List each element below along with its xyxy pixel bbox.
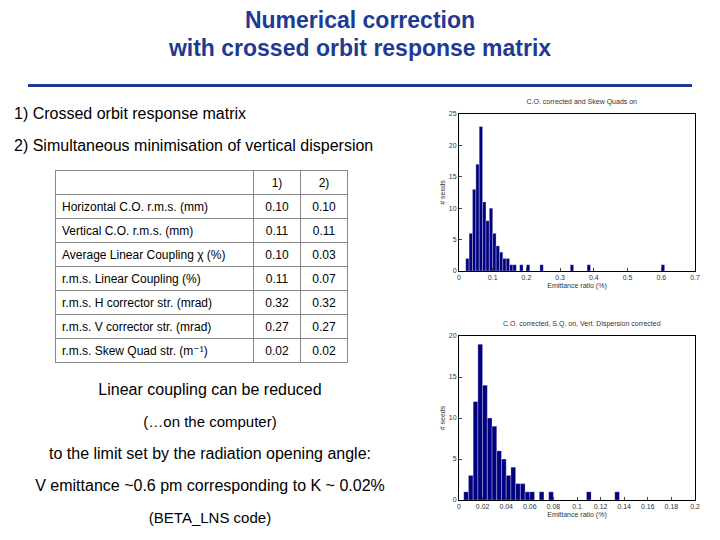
svg-text:5: 5 [453, 236, 457, 243]
svg-text:0: 0 [457, 503, 461, 510]
svg-text:0.2: 0.2 [690, 503, 700, 510]
svg-text:0.08: 0.08 [547, 503, 561, 510]
svg-text:Emittance ratio (%): Emittance ratio (%) [547, 511, 607, 519]
html-text:0.03: 0.03 [312, 247, 336, 262]
html-text:Average Linear Coupling χ (%): Average Linear Coupling χ (%) [62, 247, 226, 262]
html-text:0.11: 0.11 [312, 223, 336, 238]
svg-text:0: 0 [457, 274, 461, 281]
svg-text:0.7: 0.7 [690, 274, 700, 281]
svg-text:0.5: 0.5 [623, 274, 633, 281]
html-text:Horizontal C.O. r.m.s. (mm): Horizontal C.O. r.m.s. (mm) [62, 199, 208, 214]
html-text:r.m.s. V corrector str. (mrad): r.m.s. V corrector str. (mrad) [62, 319, 212, 334]
svg-text:0.6: 0.6 [656, 274, 666, 281]
html-text:Linear coupling can be reduced: Linear coupling can be reduced [98, 381, 322, 398]
html-text:V emittance ~0.6 pm correspond: V emittance ~0.6 pm corresponding to K ~… [35, 477, 385, 494]
html-text:Vertical C.O. r.m.s. (mm): Vertical C.O. r.m.s. (mm) [62, 223, 194, 238]
svg-text:0.2: 0.2 [522, 274, 532, 281]
html-text:with crossed orbit response ma: with crossed orbit response matrix [168, 35, 552, 61]
svg-text:0: 0 [453, 496, 457, 503]
html-text:(…on the computer): (…on the computer) [143, 413, 277, 430]
html-text:1): 1) [271, 175, 283, 190]
html-text:0.02: 0.02 [265, 343, 289, 358]
html-text:r.m.s. H corrector str. (mrad): r.m.s. H corrector str. (mrad) [62, 295, 212, 310]
html-text:0.02: 0.02 [312, 343, 336, 358]
html-text:Numerical correction: Numerical correction [245, 7, 475, 33]
html-text:2) Simultaneous minimisation o: 2) Simultaneous minimisation of vertical… [14, 137, 374, 154]
svg-text:0.12: 0.12 [594, 503, 608, 510]
svg-text:15: 15 [449, 173, 457, 180]
svg-text:# seeds: # seeds [439, 180, 446, 205]
html-text:(BETA_LNS code): (BETA_LNS code) [148, 509, 272, 526]
html-text:0.07: 0.07 [312, 271, 336, 286]
html-text:0.27: 0.27 [265, 319, 289, 334]
svg-text:0.06: 0.06 [523, 503, 537, 510]
html-text:0.32: 0.32 [265, 295, 289, 310]
svg-text:20: 20 [449, 142, 457, 149]
svg-text:C.O. corrected, S.Q. on, Vert.: C.O. corrected, S.Q. on, Vert. Dispersio… [503, 320, 661, 328]
svg-text:10: 10 [449, 414, 457, 421]
html-text:0.11: 0.11 [265, 271, 289, 286]
html-text:r.m.s. Linear Coupling (%): r.m.s. Linear Coupling (%) [62, 271, 201, 286]
html-text:to the limit set by the radiat: to the limit set by the radiation openin… [49, 445, 371, 462]
html-text:r.m.s. Skew Quad str. (m⁻¹): r.m.s. Skew Quad str. (m⁻¹) [62, 343, 208, 358]
html-text:0.10: 0.10 [312, 199, 336, 214]
html-text:2): 2) [318, 175, 330, 190]
svg-text:0.1: 0.1 [488, 274, 498, 281]
svg-text:Emittance ratio (%): Emittance ratio (%) [547, 282, 607, 290]
svg-text:0.4: 0.4 [589, 274, 599, 281]
svg-text:# seeds: # seeds [439, 405, 446, 430]
svg-text:0.04: 0.04 [499, 503, 513, 510]
svg-text:0.14: 0.14 [617, 503, 631, 510]
svg-text:5: 5 [453, 455, 457, 462]
svg-text:0.1: 0.1 [572, 503, 582, 510]
svg-text:10: 10 [449, 205, 457, 212]
html-text:0.11: 0.11 [265, 223, 289, 238]
svg-text:25: 25 [449, 110, 457, 117]
html-text:0.27: 0.27 [312, 319, 336, 334]
svg-text:20: 20 [449, 332, 457, 339]
html-text:0.10: 0.10 [265, 199, 289, 214]
svg-text:15: 15 [449, 373, 457, 380]
svg-text:C.O. corrected and Skew Quads: C.O. corrected and Skew Quads on [527, 98, 638, 106]
html-text:0.10: 0.10 [265, 247, 289, 262]
html-text:0.32: 0.32 [312, 295, 336, 310]
svg-text:0.18: 0.18 [665, 503, 679, 510]
html-text:1) Crossed orbit response matr: 1) Crossed orbit response matrix [14, 105, 247, 122]
svg-text:0.3: 0.3 [555, 274, 565, 281]
svg-text:0: 0 [453, 267, 457, 274]
svg-text:0.02: 0.02 [476, 503, 490, 510]
svg-text:0.16: 0.16 [641, 503, 655, 510]
